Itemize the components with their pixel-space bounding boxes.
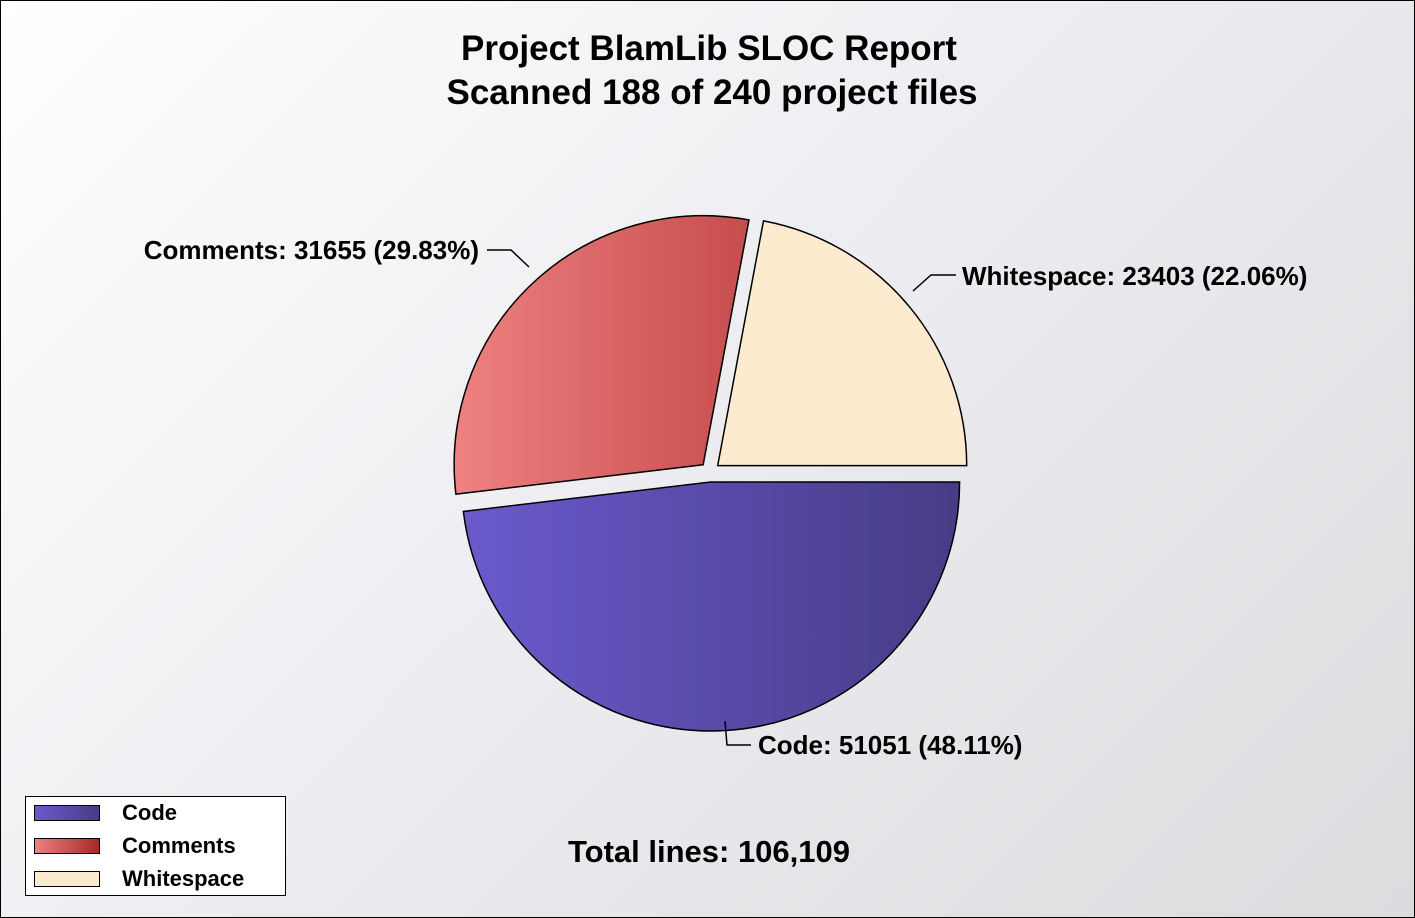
- legend-label-code: Code: [122, 800, 177, 825]
- slice-label-whitespace: Whitespace: 23403 (22.06%): [962, 261, 1307, 291]
- total-lines-label: Total lines: 106,109: [568, 834, 850, 869]
- leader-line-comments: [487, 249, 530, 268]
- leader-line-whitespace: [912, 274, 956, 292]
- leader-line-code: [724, 720, 751, 746]
- legend-swatch-comments: [34, 838, 100, 854]
- pie-slice-code: [462, 481, 961, 732]
- slice-label-code: Code: 51051 (48.11%): [758, 730, 1022, 760]
- pie-slice-comments: [453, 215, 750, 496]
- pie-slice-whitespace: [716, 219, 968, 467]
- legend-swatch-whitespace: [34, 871, 100, 887]
- slice-label-comments: Comments: 31655 (29.83%): [144, 235, 479, 265]
- chart-title-line-2: Scanned 188 of 240 project files: [446, 73, 977, 112]
- chart-title-line-1: Project BlamLib SLOC Report: [461, 29, 957, 68]
- legend-item-whitespace: Whitespace: [34, 866, 245, 891]
- legend-swatch-code: [34, 805, 100, 821]
- legend-label-comments: Comments: [122, 833, 236, 858]
- legend-item-comments: Comments: [34, 833, 236, 858]
- legend-item-code: Code: [34, 800, 177, 825]
- chart-legend: Code Comments Whitespace: [25, 796, 286, 896]
- legend-label-whitespace: Whitespace: [122, 866, 245, 891]
